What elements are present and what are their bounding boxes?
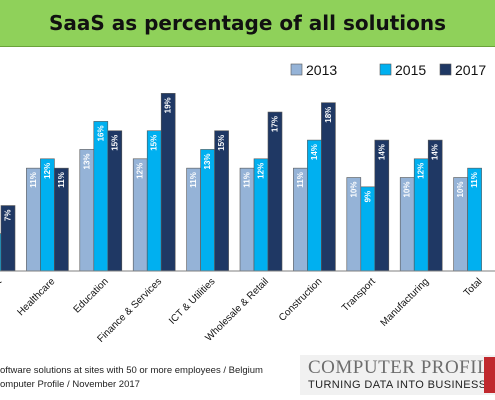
data-label: 9% (363, 191, 372, 203)
logo-mark (484, 357, 495, 393)
data-label: 10% (349, 182, 358, 198)
data-label: 18% (324, 107, 333, 123)
data-label: 10% (456, 182, 465, 198)
data-label: 15% (217, 135, 226, 151)
category-label: rnment (0, 276, 4, 306)
category-label: Total (462, 276, 485, 299)
bar-2017 (321, 102, 336, 272)
chart-title: SaaS as percentage of all solutions (48, 11, 447, 35)
data-label: 11% (243, 172, 252, 188)
data-label: 11% (296, 172, 305, 188)
category-label: ICT & Utilities (167, 276, 217, 326)
legend-label-2017: 2017 (455, 62, 486, 78)
category-label: Manufacturing (379, 276, 432, 329)
data-label: 11% (29, 172, 38, 188)
data-label: 12% (257, 163, 266, 179)
data-label: 17% (271, 116, 280, 132)
data-label: 16% (96, 125, 105, 141)
data-label: 13% (203, 153, 212, 169)
bar-2017 (160, 93, 176, 272)
legend-label-2013: 2013 (306, 62, 337, 78)
footnote-credit: omputer Profile / November 2017 (0, 379, 140, 390)
legend-swatch-2017 (439, 63, 452, 76)
bar-2017 (107, 130, 123, 272)
data-label: 7% (4, 210, 13, 222)
legend-label-2015: 2015 (395, 62, 426, 78)
data-label: 10% (403, 182, 412, 198)
bar-2017 (214, 130, 229, 272)
bar-2015 (146, 130, 162, 272)
logo-tagline: TURNING DATA INTO BUSINESS (308, 379, 487, 391)
title-bar: SaaS as percentage of all solutions (0, 0, 495, 47)
data-label: 19% (164, 97, 173, 113)
bar-2015 (93, 121, 109, 272)
category-label: Construction (277, 276, 324, 323)
data-label: 12% (136, 163, 145, 179)
category-label: Education (72, 276, 111, 315)
category-label: Healthcare (15, 276, 57, 318)
bar-2017 (267, 111, 283, 272)
data-label: 14% (377, 144, 386, 160)
data-label: 15% (150, 135, 159, 151)
legend-swatch-2015 (379, 63, 392, 76)
data-label: 12% (417, 163, 426, 179)
data-label: 14% (431, 144, 440, 160)
data-label: 13% (82, 153, 91, 169)
data-label: 11% (470, 172, 479, 188)
logo-name: COMPUTER PROFILE (308, 357, 495, 378)
data-label: 11% (189, 172, 198, 188)
data-label: 15% (110, 135, 119, 151)
footnote-source: oftware solutions at sites with 50 or mo… (0, 365, 263, 376)
data-label: 14% (310, 144, 319, 160)
logo-background (300, 355, 495, 395)
legend-swatch-2013 (290, 63, 303, 76)
category-label: Transport (340, 276, 378, 314)
data-label: 11% (57, 172, 66, 188)
data-label: 12% (43, 163, 52, 179)
